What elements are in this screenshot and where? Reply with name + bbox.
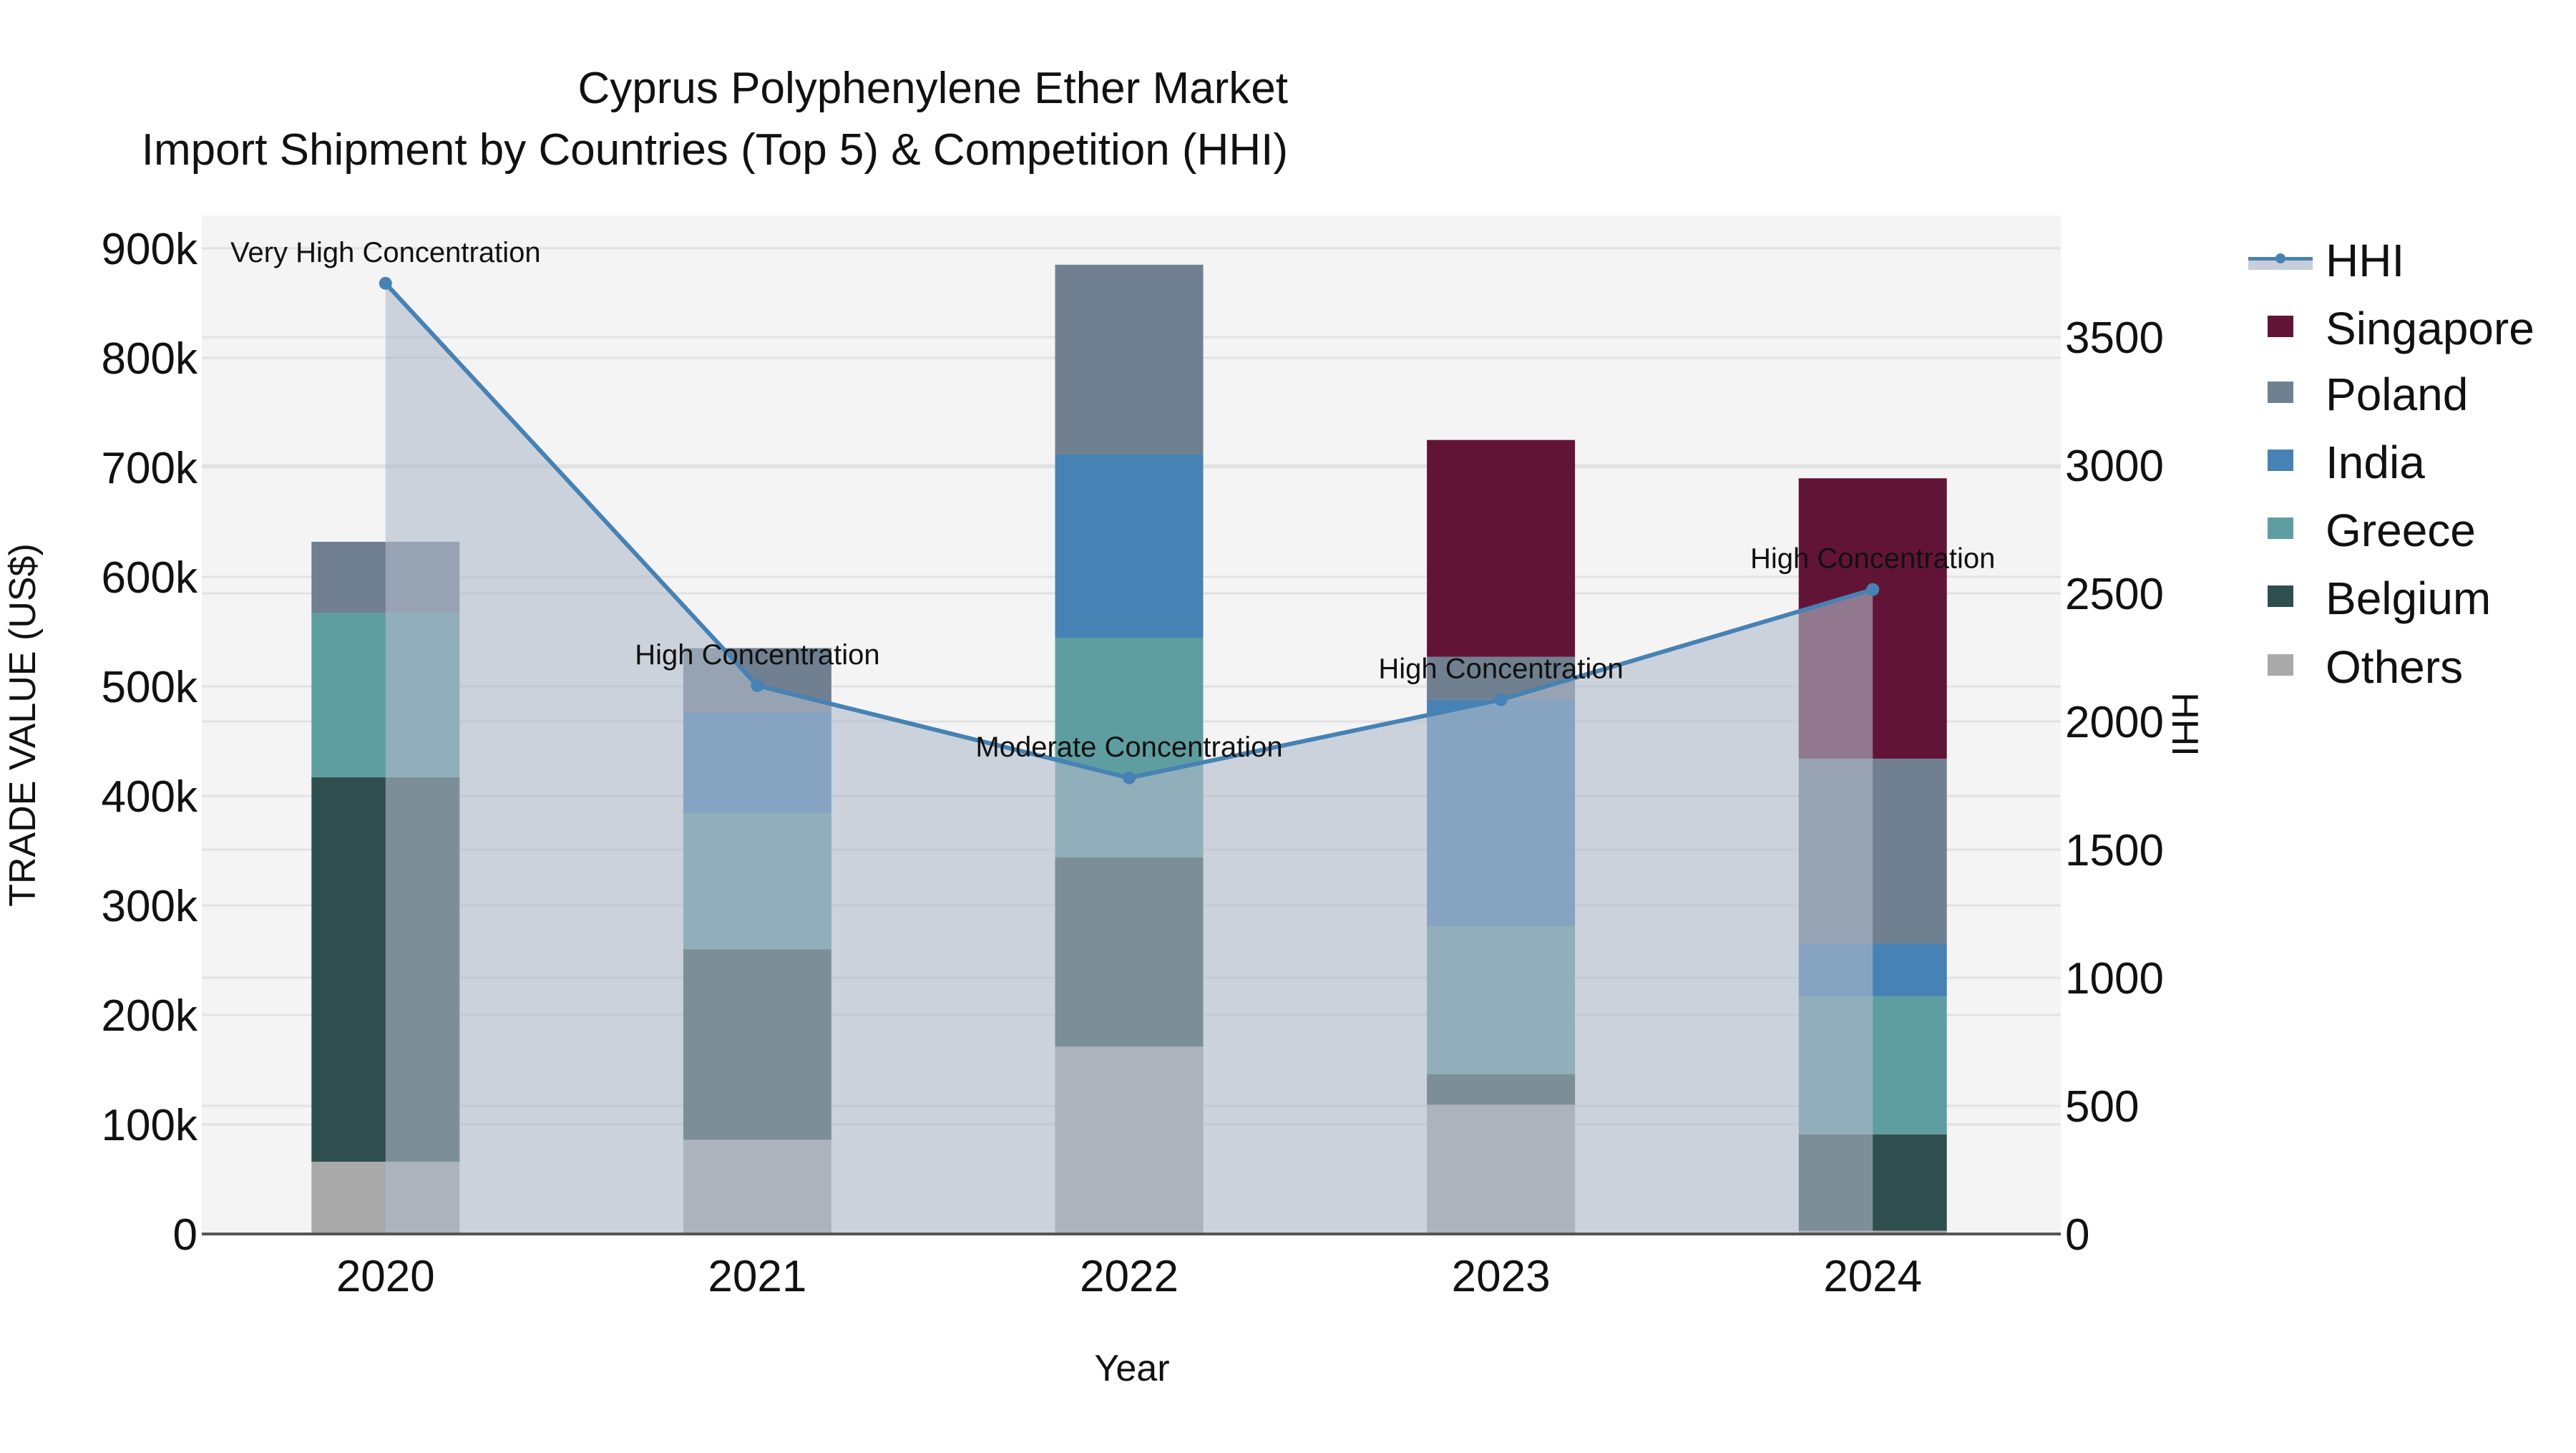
y2-tick-label: 0 bbox=[2065, 1210, 2089, 1260]
legend-item-india[interactable]: India bbox=[2240, 437, 2576, 520]
square-swatch-icon bbox=[2268, 316, 2293, 337]
y2-tick-label: 3000 bbox=[2065, 442, 2164, 491]
chart-title-text: Cyprus Polyphenylene Ether Market bbox=[577, 64, 1288, 113]
y-tick-label: 200k bbox=[102, 991, 198, 1041]
hhi-annotation: Very High Concentration bbox=[230, 237, 541, 268]
y-tick-label: 400k bbox=[102, 772, 198, 822]
x-tick-label: 2020 bbox=[336, 1252, 435, 1301]
y2-tick-label: 2000 bbox=[2065, 698, 2164, 747]
legend-label: Greece bbox=[2326, 505, 2476, 556]
y-tick-label: 800k bbox=[102, 334, 198, 384]
hhi-point[interactable] bbox=[751, 679, 764, 692]
chart-title-line1: Cyprus Polyphenylene Ether Market bbox=[0, 63, 2576, 114]
x-axis-title: Year bbox=[1094, 1348, 1170, 1389]
hhi-annotation: High Concentration bbox=[1378, 653, 1623, 685]
hhi-area bbox=[385, 283, 1873, 1234]
legend-item-belgium[interactable]: Belgium bbox=[2240, 573, 2576, 656]
hhi-point[interactable] bbox=[379, 276, 392, 290]
square-swatch-icon bbox=[2268, 382, 2293, 403]
y-tick-label: 100k bbox=[102, 1101, 198, 1150]
legend-label: India bbox=[2326, 437, 2425, 488]
square-swatch-icon bbox=[2268, 449, 2293, 471]
hhi-annotation: High Concentration bbox=[1750, 543, 1995, 575]
x-tick-label: 2021 bbox=[708, 1252, 806, 1301]
y-tick-label: 700k bbox=[102, 444, 198, 493]
legend-label: Others bbox=[2326, 641, 2464, 693]
y2-tick-label: 2500 bbox=[2065, 570, 2164, 619]
legend-label: Belgium bbox=[2326, 573, 2492, 624]
y-tick-label: 600k bbox=[102, 553, 198, 603]
chart-title-line2: Import Shipment by Countries (Top 5) & C… bbox=[0, 125, 2576, 175]
y-tick-label: 0 bbox=[173, 1210, 197, 1260]
x-tick-label: 2022 bbox=[1080, 1252, 1179, 1301]
legend-label: Singapore bbox=[2326, 303, 2534, 354]
bar-segment-singapore[interactable] bbox=[1427, 439, 1576, 657]
x-tick-label: 2023 bbox=[1452, 1252, 1551, 1301]
bar-segment-india[interactable] bbox=[1055, 454, 1204, 638]
hhi-point[interactable] bbox=[1123, 771, 1136, 784]
legend-item-greece[interactable]: Greece bbox=[2240, 505, 2576, 588]
y2-tick-label: 1500 bbox=[2065, 826, 2164, 875]
y2-tick-label: 1000 bbox=[2065, 954, 2164, 1004]
legend-item-poland[interactable]: Poland bbox=[2240, 369, 2576, 452]
hhi-point[interactable] bbox=[1866, 583, 1880, 596]
square-swatch-icon bbox=[2268, 654, 2293, 676]
y-tick-label: 500k bbox=[102, 663, 198, 712]
hhi-point[interactable] bbox=[1494, 693, 1508, 706]
square-swatch-icon bbox=[2268, 585, 2293, 607]
x-tick-label: 2024 bbox=[1823, 1252, 1922, 1301]
hhi-annotation: High Concentration bbox=[635, 639, 879, 671]
hhi-annotation: Moderate Concentration bbox=[975, 732, 1282, 763]
y-tick-label: 900k bbox=[102, 225, 198, 274]
y-tick-label: 300k bbox=[102, 882, 198, 931]
legend-label: HHI bbox=[2326, 235, 2405, 286]
y-axis-right-title: HHI bbox=[2164, 692, 2205, 757]
bar-segment-poland[interactable] bbox=[1055, 264, 1204, 455]
y2-tick-label: 3500 bbox=[2065, 314, 2164, 363]
line-marker-icon bbox=[2248, 253, 2313, 270]
legend-item-others[interactable]: Others bbox=[2240, 641, 2576, 724]
legend-item-hhi[interactable]: HHI bbox=[2240, 235, 2576, 318]
y2-tick-label: 500 bbox=[2065, 1082, 2139, 1132]
legend-item-singapore[interactable]: Singapore bbox=[2240, 303, 2576, 386]
square-swatch-icon bbox=[2268, 517, 2293, 539]
y-axis-left-title: TRADE VALUE (US$) bbox=[2, 543, 44, 907]
legend-label: Poland bbox=[2326, 369, 2469, 420]
chart-subtitle-text: Import Shipment by Countries (Top 5) & C… bbox=[141, 125, 1288, 175]
